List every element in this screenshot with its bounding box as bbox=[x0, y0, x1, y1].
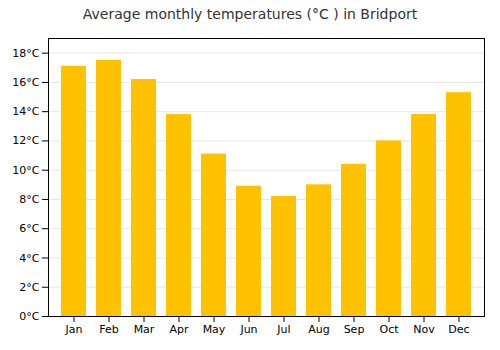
svg-text:10°C: 10°C bbox=[12, 164, 39, 177]
svg-text:Jan: Jan bbox=[65, 323, 83, 336]
svg-text:Jun: Jun bbox=[239, 323, 257, 336]
svg-text:12°C: 12°C bbox=[12, 134, 39, 147]
svg-text:Sep: Sep bbox=[344, 323, 365, 336]
svg-text:Apr: Apr bbox=[169, 323, 189, 336]
svg-text:Jul: Jul bbox=[276, 323, 290, 336]
svg-text:6°C: 6°C bbox=[19, 222, 39, 235]
html-text:Average monthly temperatures (: Average monthly temperatures (°C ) in Br… bbox=[82, 6, 418, 22]
svg-text:Aug: Aug bbox=[308, 323, 329, 336]
svg-text:14°C: 14°C bbox=[12, 105, 39, 118]
svg-text:0°C: 0°C bbox=[19, 310, 39, 323]
svg-text:16°C: 16°C bbox=[12, 76, 39, 89]
svg-text:Dec: Dec bbox=[448, 323, 469, 336]
svg-text:Nov: Nov bbox=[413, 323, 435, 336]
svg-text:May: May bbox=[203, 323, 226, 336]
svg-text:18°C: 18°C bbox=[12, 47, 39, 60]
svg-text:Mar: Mar bbox=[134, 323, 155, 336]
svg-text:8°C: 8°C bbox=[19, 193, 39, 206]
svg-text:2°C: 2°C bbox=[19, 281, 39, 294]
svg-text:Oct: Oct bbox=[379, 323, 399, 336]
svg-text:4°C: 4°C bbox=[19, 251, 39, 264]
svg-text:Feb: Feb bbox=[99, 323, 118, 336]
